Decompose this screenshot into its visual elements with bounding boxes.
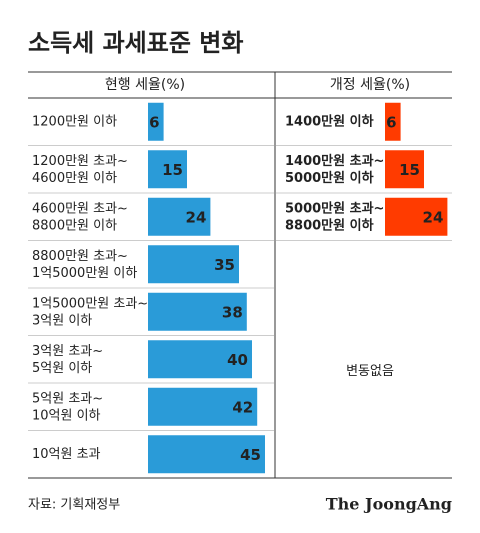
value-label: 6 — [149, 113, 159, 131]
bar — [148, 387, 258, 426]
bar — [385, 150, 424, 189]
value-label: 35 — [214, 256, 235, 274]
category-label: 5000만원 초과~ 8800만원 이하 — [285, 200, 384, 233]
bar — [148, 102, 164, 141]
value-label: 6 — [386, 113, 396, 131]
bar — [148, 150, 187, 189]
category-label: 1억5000만원 초과~ 3억원 이하 — [32, 296, 148, 328]
category-label: 1200만원 초과~ 4600만원 이하 — [32, 153, 128, 185]
value-label: 42 — [232, 398, 253, 416]
panel-header: 현행 세율(%) — [105, 77, 185, 93]
bar — [148, 197, 211, 236]
value-label: 38 — [222, 303, 243, 321]
value-label: 15 — [399, 161, 420, 179]
bar — [148, 292, 247, 331]
panel-header: 개정 세율(%) — [330, 77, 410, 93]
value-label: 24 — [186, 208, 207, 226]
note: 변동없음 — [346, 364, 394, 379]
bar — [385, 102, 401, 141]
bar — [385, 197, 448, 236]
value-label: 24 — [423, 208, 444, 226]
brand: The JoongAng — [326, 495, 452, 514]
title: 소득세 과세표준 변화 — [28, 29, 243, 57]
category-label: 1400만원 초과~ 5000만원 이하 — [285, 152, 384, 185]
source: 자료: 기획재정부 — [28, 498, 120, 513]
category-label: 4600만원 초과~ 8800만원 이하 — [32, 201, 128, 233]
category-label: 10억원 초과 — [32, 447, 101, 462]
category-label: 3억원 초과~ 5억원 이하 — [32, 343, 103, 375]
value-label: 45 — [240, 446, 261, 464]
bar — [148, 435, 265, 474]
value-label: 15 — [162, 161, 183, 179]
category-label: 1400만원 이하 — [285, 113, 374, 129]
bar — [148, 245, 239, 284]
bar — [148, 340, 252, 379]
category-label: 8800만원 초과~ 1억5000만원 이하 — [32, 248, 137, 280]
value-label: 40 — [227, 351, 248, 369]
category-label: 5억원 초과~ 10억원 이하 — [32, 391, 103, 423]
category-label: 1200만원 이하 — [32, 114, 117, 129]
